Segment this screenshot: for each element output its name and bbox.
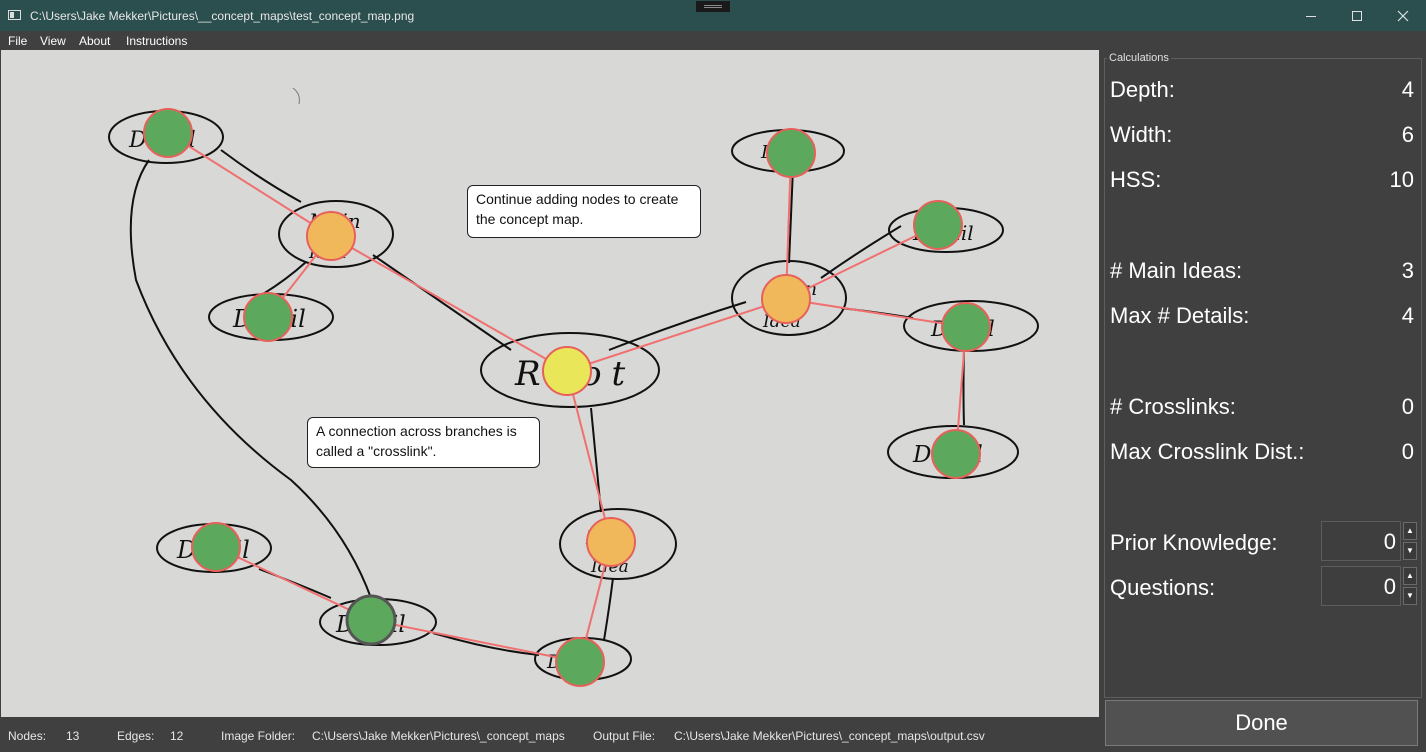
output-file-path: C:\Users\Jake Mekker\Pictures\_concept_m… xyxy=(674,729,985,743)
detail-node[interactable] xyxy=(191,522,241,572)
stat-label: # Main Ideas: xyxy=(1110,258,1243,283)
menu-view[interactable]: View xyxy=(40,34,66,48)
window-title: C:\Users\Jake Mekker\Pictures\__concept_… xyxy=(30,9,415,23)
ink-line xyxy=(608,301,747,351)
calculations-group xyxy=(1104,58,1422,698)
main-idea-node[interactable] xyxy=(761,274,811,324)
status-bar: Nodes: 13 Edges: 12 Image Folder: C:\Use… xyxy=(0,718,1100,752)
stat-depth: Depth: 4 xyxy=(1110,77,1414,107)
detail-node[interactable] xyxy=(941,302,991,352)
nodes-label: Nodes: xyxy=(8,729,47,743)
ink-line xyxy=(432,632,540,656)
image-folder-label: Image Folder: xyxy=(221,729,296,743)
detail-node[interactable] xyxy=(913,200,963,250)
graph-edge xyxy=(215,546,372,621)
ink-line xyxy=(372,254,512,351)
graph-edge xyxy=(785,224,939,300)
ink-ellipse xyxy=(731,260,847,336)
stat-value: 4 xyxy=(1401,303,1414,328)
stat-value: 6 xyxy=(1401,122,1414,147)
graph-edge xyxy=(785,298,967,328)
graph-edge xyxy=(167,132,332,237)
stat-value: 3 xyxy=(1401,258,1414,283)
edges-count: 12 xyxy=(170,729,184,743)
graph-nodes[interactable] xyxy=(143,108,991,687)
app-window-icon xyxy=(8,10,21,20)
calculations-panel: Calculations Depth: 4 Width: 6 HSS: 10 #… xyxy=(1101,50,1426,752)
questions-spinner[interactable]: 0 ▲ ▼ xyxy=(1321,566,1417,606)
minimize-icon xyxy=(1306,15,1316,17)
stat-max-crosslink-dist: Max Crosslink Dist.: 0 xyxy=(1110,439,1414,469)
stat-hss: HSS: 10 xyxy=(1110,167,1414,197)
concept-map-drawing[interactable]: Detail Main Idea Detail Root Detail Deta… xyxy=(1,50,1099,717)
nodes-count: 13 xyxy=(66,729,80,743)
detail-node[interactable] xyxy=(766,128,816,178)
stat-crosslinks: # Crosslinks: 0 xyxy=(1110,394,1414,424)
questions-input[interactable]: 0 xyxy=(1321,566,1401,606)
graph-edge xyxy=(566,370,612,543)
questions-row: Questions: xyxy=(1110,575,1414,605)
ink-ellipse xyxy=(480,332,660,408)
menu-about[interactable]: About xyxy=(79,34,111,48)
main-idea-node[interactable] xyxy=(586,517,636,567)
pencil-mark xyxy=(292,87,300,105)
close-icon xyxy=(1397,10,1409,21)
ink-ellipse xyxy=(278,200,394,268)
hint-callout-continue: Continue adding nodes to create the conc… xyxy=(467,185,701,238)
questions-label: Questions: xyxy=(1110,575,1216,600)
prior-knowledge-input[interactable]: 0 xyxy=(1321,521,1401,561)
stat-label: Depth: xyxy=(1110,77,1175,102)
stat-value: 10 xyxy=(1389,167,1414,192)
ink-line xyxy=(262,261,307,295)
menu-instructions[interactable]: Instructions xyxy=(126,34,188,48)
minimize-button[interactable] xyxy=(1288,0,1334,31)
maximize-icon xyxy=(1352,10,1362,21)
stat-value: 0 xyxy=(1401,439,1414,464)
stat-main-ideas: # Main Ideas: 3 xyxy=(1110,258,1414,288)
done-button[interactable]: Done xyxy=(1105,700,1418,746)
edges-label: Edges: xyxy=(117,729,155,743)
menu-bar: File View About Instructions xyxy=(0,31,1426,49)
stat-label: Width: xyxy=(1110,122,1173,147)
graph-edge xyxy=(566,298,787,372)
stat-width: Width: 6 xyxy=(1110,122,1414,152)
prior-knowledge-row: Prior Knowledge: xyxy=(1110,530,1414,560)
detail-node[interactable] xyxy=(555,637,605,687)
graph-edge xyxy=(370,619,581,663)
root-node[interactable] xyxy=(542,346,592,396)
ink-ellipse xyxy=(559,508,677,580)
stat-label: Max # Details: xyxy=(1110,303,1250,328)
spin-down-arrow-icon[interactable]: ▼ xyxy=(1403,542,1417,560)
calculations-group-title: Calculations xyxy=(1107,52,1171,64)
ink-line xyxy=(603,577,614,641)
stat-max-details: Max # Details: 4 xyxy=(1110,303,1414,333)
stat-label: # Crosslinks: xyxy=(1110,394,1236,419)
prior-knowledge-label: Prior Knowledge: xyxy=(1110,530,1278,555)
stat-label: Max Crosslink Dist.: xyxy=(1110,439,1305,464)
stat-value: 0 xyxy=(1401,394,1414,419)
detail-node[interactable] xyxy=(931,429,981,479)
stat-label: HSS: xyxy=(1110,167,1162,192)
detail-node[interactable] xyxy=(143,108,193,158)
detail-node[interactable] xyxy=(243,292,293,342)
graph-edge xyxy=(330,235,568,372)
output-file-label: Output File: xyxy=(593,729,656,743)
concept-map-canvas[interactable]: Detail Main Idea Detail Root Detail Deta… xyxy=(1,50,1099,717)
drag-grip-icon[interactable] xyxy=(696,1,730,12)
prior-knowledge-spinner[interactable]: 0 ▲ ▼ xyxy=(1321,521,1417,561)
selected-detail-node[interactable] xyxy=(345,594,397,646)
close-button[interactable] xyxy=(1380,0,1426,31)
title-bar: C:\Users\Jake Mekker\Pictures\__concept_… xyxy=(0,0,1426,31)
menu-file[interactable]: File xyxy=(8,34,28,48)
spin-up-arrow-icon[interactable]: ▲ xyxy=(1403,567,1417,585)
stat-value: 4 xyxy=(1401,77,1414,102)
main-idea-node[interactable] xyxy=(306,211,356,261)
image-folder-path: C:\Users\Jake Mekker\Pictures\_concept_m… xyxy=(312,729,565,743)
crosslink-ink-curve xyxy=(129,159,372,599)
ink-line xyxy=(220,149,302,203)
spin-down-arrow-icon[interactable]: ▼ xyxy=(1403,587,1417,605)
spin-up-arrow-icon[interactable]: ▲ xyxy=(1403,522,1417,540)
hint-callout-crosslink: A connection across branches is called a… xyxy=(307,417,540,468)
maximize-button[interactable] xyxy=(1334,0,1380,31)
